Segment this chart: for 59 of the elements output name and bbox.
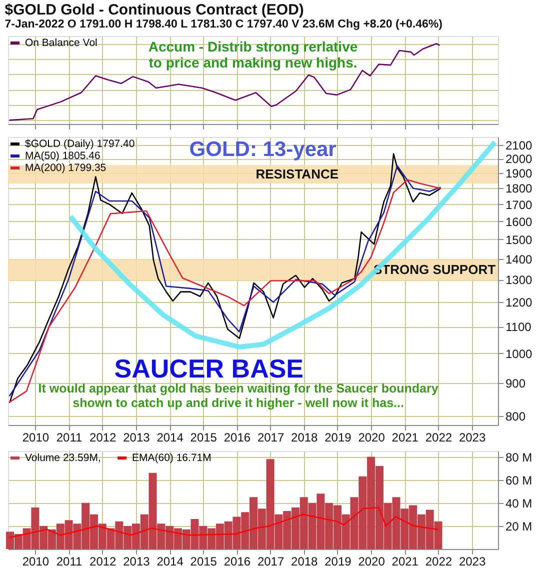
- legend-label: EMA(60) 16.71M: [132, 452, 212, 464]
- x-tick-label: 2011: [56, 554, 83, 568]
- legend-label: Volume 23.59M,: [25, 452, 101, 464]
- x-tick-label: 2011: [56, 430, 83, 444]
- x-tick-label: 2022: [425, 554, 452, 568]
- x-tick-label: 2015: [190, 554, 218, 568]
- x-tick-label: 2020: [358, 554, 386, 568]
- x-tick-label: 2016: [224, 554, 251, 568]
- x-tick-label: 2014: [156, 554, 184, 568]
- line-series: [9, 506, 438, 538]
- x-tick-label: 2020: [358, 430, 386, 444]
- x-tick-label: 2019: [324, 554, 352, 568]
- y-tick-label: 80 M: [506, 450, 532, 464]
- y-tick-label: 1900: [506, 166, 533, 181]
- x-tick-label: 2023: [458, 430, 486, 444]
- x-tick-label: 2010: [22, 554, 50, 568]
- chart-subtitle: 7-Jan-2022 O 1791.00 H 1798.40 L 1781.30 C 1797.40 V 23.6M Chg +8.20 (+0.46%): [4, 18, 443, 30]
- y-tick-label: 1600: [506, 214, 533, 229]
- annotation: SAUCER BASE: [114, 353, 304, 384]
- y-tick-label: 1800: [506, 182, 533, 196]
- x-tick-label: 2018: [291, 554, 318, 568]
- x-tick-label: 2023: [458, 554, 486, 568]
- x-tick-label: 2014: [156, 430, 184, 444]
- legend-label: MA(200) 1799.35: [25, 162, 106, 174]
- x-tick-label: 2022: [425, 430, 452, 444]
- y-tick-label: 1000: [506, 346, 533, 361]
- y-tick-label: 1100: [506, 320, 532, 334]
- x-tick-label: 2013: [123, 554, 150, 568]
- y-tick-label: 40 M: [506, 496, 532, 510]
- y-tick-label: 2100: [506, 138, 533, 152]
- y-tick-label: 60 M: [506, 473, 532, 488]
- band-label: RESISTANCE: [256, 166, 339, 182]
- chart-title: $GOLD Gold - Continuous Contract (EOD): [4, 1, 304, 18]
- y-tick-label: 2000: [506, 152, 533, 166]
- y-tick-label: 1700: [506, 198, 533, 212]
- y-tick-label: 800: [506, 410, 526, 424]
- annotation: It would appear that gold has been waiting for the Saucer boundary shown to catch up and drive it higher - well now it has...: [38, 381, 438, 410]
- x-tick-label: 2021: [392, 430, 419, 444]
- legend-label: $GOLD (Daily) 1797.40: [25, 138, 135, 150]
- y-tick-label: 20 M: [506, 519, 532, 534]
- y-tick-label: 900: [506, 376, 526, 390]
- x-tick-label: 2017: [257, 430, 284, 444]
- x-tick-label: 2013: [123, 430, 150, 444]
- x-tick-label: 2015: [190, 430, 218, 444]
- x-tick-label: 2018: [291, 430, 318, 444]
- x-tick-label: 2021: [392, 554, 419, 568]
- x-tick-label: 2012: [90, 430, 117, 444]
- x-tick-label: 2010: [22, 430, 50, 444]
- y-tick-label: 1200: [506, 296, 533, 310]
- x-tick-label: 2017: [257, 554, 284, 568]
- annotation: Accum - Distrib strong rerlative to price and making new highs.: [148, 38, 358, 71]
- x-tick-label: 2012: [90, 554, 117, 568]
- legend-label: MA(50) 1805.46: [25, 150, 100, 162]
- x-tick-label: 2016: [224, 430, 251, 444]
- x-tick-label: 2019: [324, 430, 352, 444]
- y-tick-label: 1400: [506, 252, 533, 266]
- y-tick-label: 1500: [506, 232, 533, 247]
- y-tick-label: 1300: [506, 273, 533, 288]
- legend-label: On Balance Vol: [25, 37, 98, 49]
